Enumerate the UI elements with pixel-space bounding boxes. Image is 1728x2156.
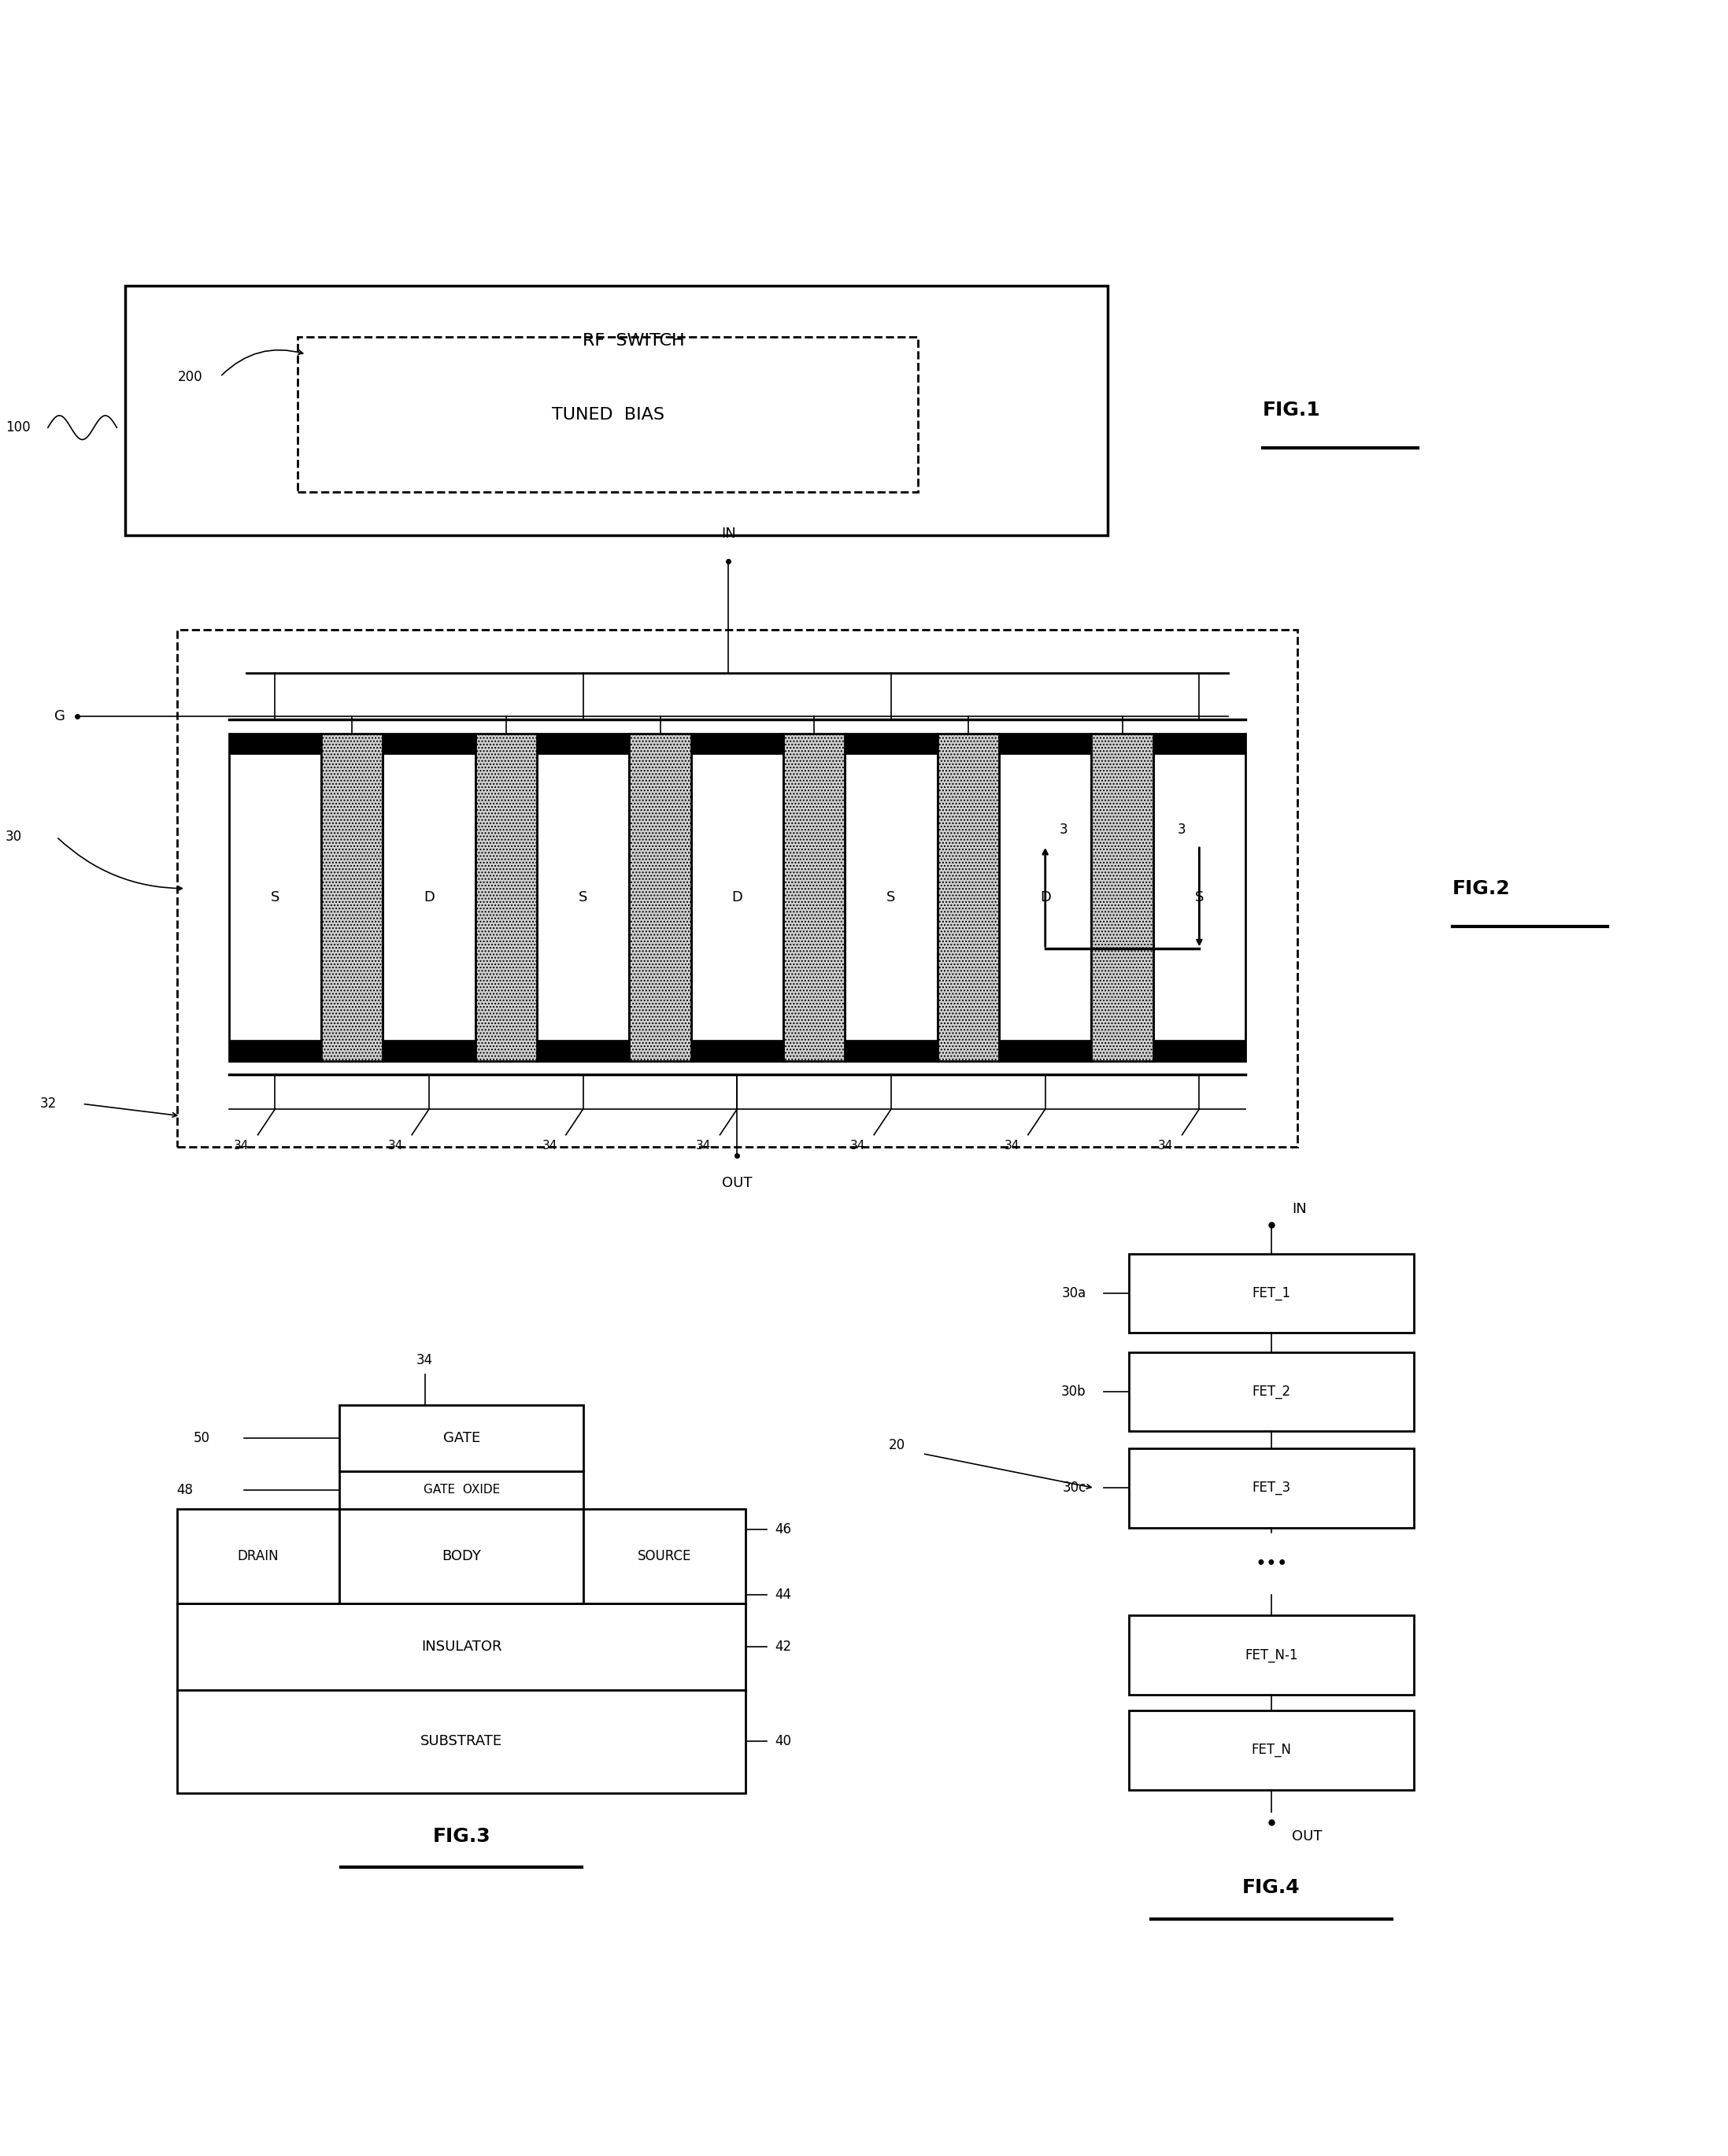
Bar	[178, 1604, 746, 1690]
Text: 3: 3	[1059, 824, 1068, 837]
Text: S: S	[579, 890, 588, 903]
Bar	[1092, 733, 1153, 1061]
Text: 50: 50	[194, 1432, 211, 1445]
Bar	[228, 1039, 321, 1061]
Text: 34: 34	[696, 1141, 712, 1151]
Text: 44: 44	[776, 1587, 791, 1602]
Bar	[178, 1690, 746, 1794]
Bar	[384, 1039, 475, 1061]
Bar	[537, 1039, 629, 1061]
Text: DRAIN: DRAIN	[237, 1548, 278, 1563]
Text: D: D	[1040, 890, 1051, 903]
Bar	[1128, 1352, 1414, 1432]
Bar	[339, 1470, 584, 1509]
Text: 30a: 30a	[1061, 1287, 1087, 1300]
Text: 46: 46	[776, 1522, 791, 1537]
Text: TUNED  BIAS: TUNED BIAS	[551, 407, 664, 423]
Bar	[845, 733, 937, 755]
Text: D: D	[423, 890, 434, 903]
Bar	[1128, 1449, 1414, 1529]
Text: FIG.3: FIG.3	[432, 1826, 491, 1846]
Text: 3: 3	[1177, 824, 1185, 837]
Bar	[937, 733, 999, 1061]
Bar	[629, 733, 691, 1061]
Bar	[384, 733, 475, 755]
Text: FET_N: FET_N	[1251, 1742, 1291, 1757]
Text: IN: IN	[1293, 1201, 1306, 1216]
Text: D: D	[731, 890, 743, 903]
Text: 30: 30	[5, 830, 22, 843]
Bar	[783, 733, 845, 1061]
Text: SUBSTRATE: SUBSTRATE	[420, 1733, 503, 1749]
Text: IN: IN	[721, 526, 736, 541]
Text: •••: •••	[1255, 1554, 1287, 1574]
Text: 34: 34	[1004, 1141, 1020, 1151]
Bar	[1128, 1615, 1414, 1695]
Text: FIG.4: FIG.4	[1242, 1878, 1301, 1897]
Text: 30b: 30b	[1061, 1384, 1087, 1399]
Bar	[1153, 733, 1246, 1061]
Text: SOURCE: SOURCE	[638, 1548, 691, 1563]
Text: FET_N-1: FET_N-1	[1244, 1647, 1298, 1662]
Bar	[228, 733, 321, 1061]
Bar	[126, 285, 1108, 535]
Text: G: G	[54, 709, 66, 722]
Bar	[1128, 1710, 1414, 1789]
Bar	[228, 733, 321, 755]
Bar	[178, 1509, 339, 1604]
Text: S: S	[1194, 890, 1204, 903]
Bar	[691, 1039, 783, 1061]
Text: 34: 34	[416, 1354, 434, 1367]
Text: OUT: OUT	[722, 1177, 752, 1190]
Bar	[845, 1039, 937, 1061]
Text: FET_1: FET_1	[1253, 1287, 1291, 1300]
Text: 200: 200	[178, 369, 202, 384]
Bar	[321, 733, 384, 1061]
Text: 32: 32	[40, 1097, 57, 1110]
Text: 34: 34	[850, 1141, 866, 1151]
Text: BODY: BODY	[442, 1548, 480, 1563]
Text: 100: 100	[5, 420, 31, 436]
Bar	[999, 733, 1092, 755]
Text: 34: 34	[233, 1141, 249, 1151]
Bar	[339, 1406, 584, 1470]
Bar	[999, 1039, 1092, 1061]
Text: 42: 42	[776, 1639, 791, 1654]
Bar	[297, 336, 918, 492]
Bar	[845, 733, 937, 1061]
Text: S: S	[886, 890, 895, 903]
Text: 20: 20	[888, 1438, 905, 1453]
Text: FET_2: FET_2	[1253, 1384, 1291, 1399]
Text: S: S	[271, 890, 280, 903]
Text: 34: 34	[543, 1141, 556, 1151]
Text: FIG.1: FIG.1	[1263, 401, 1320, 420]
Bar	[999, 733, 1092, 1061]
Text: RF  SWITCH: RF SWITCH	[582, 332, 684, 349]
Bar	[475, 733, 537, 1061]
Text: INSULATOR: INSULATOR	[422, 1639, 501, 1654]
Text: 40: 40	[776, 1733, 791, 1749]
Text: 34: 34	[1158, 1141, 1173, 1151]
Bar	[537, 733, 629, 755]
Bar	[339, 1509, 584, 1604]
Bar	[691, 733, 783, 755]
Bar	[178, 630, 1298, 1147]
Bar	[1153, 1039, 1246, 1061]
Text: FIG.2: FIG.2	[1452, 880, 1510, 897]
Text: OUT: OUT	[1293, 1828, 1322, 1843]
Text: 34: 34	[389, 1141, 403, 1151]
Text: 30c: 30c	[1063, 1481, 1087, 1494]
Bar	[1153, 733, 1246, 755]
Bar	[691, 733, 783, 1061]
Text: GATE  OXIDE: GATE OXIDE	[423, 1483, 499, 1496]
Text: GATE: GATE	[442, 1432, 480, 1445]
Text: FET_3: FET_3	[1253, 1481, 1291, 1494]
Bar	[537, 733, 629, 1061]
Bar	[584, 1509, 746, 1604]
Bar	[384, 733, 475, 1061]
Bar	[1128, 1255, 1414, 1332]
Text: 48: 48	[176, 1483, 194, 1496]
